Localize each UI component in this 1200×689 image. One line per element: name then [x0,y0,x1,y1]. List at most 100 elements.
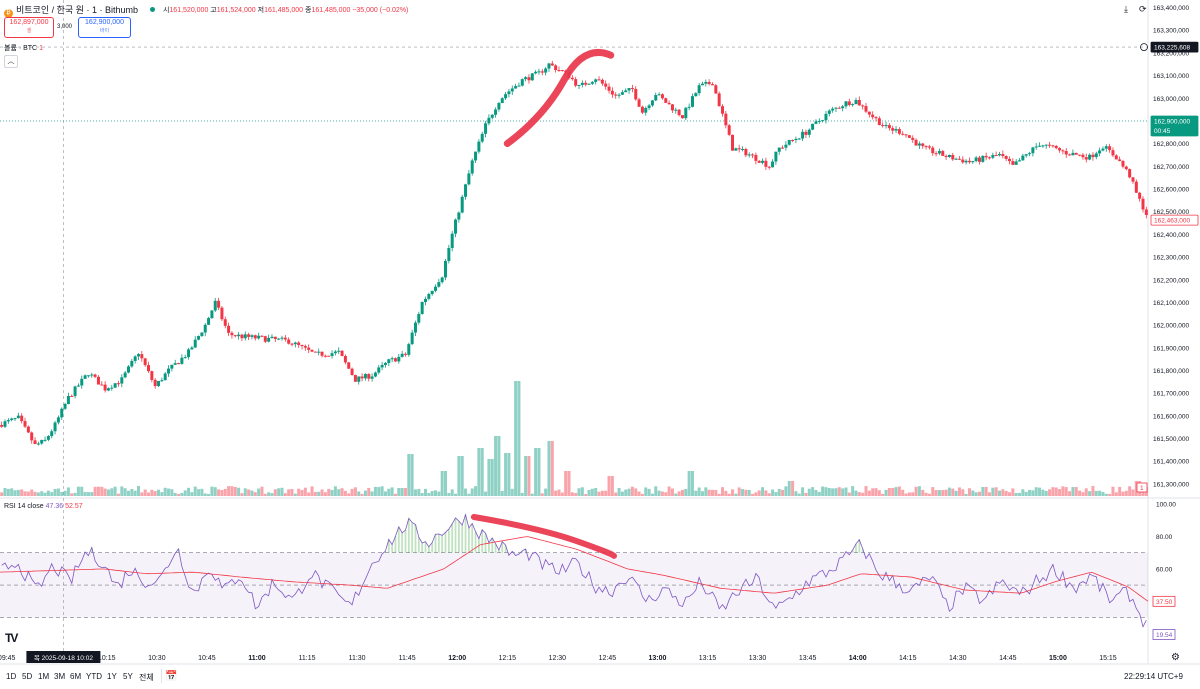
volume-bar [3,487,7,496]
volume-bar [814,489,818,496]
candle-body [293,342,297,345]
price-tick-label: 162,600,000 [1153,187,1190,194]
volume-bar [390,487,394,496]
price-tick-label: 161,500,000 [1153,436,1190,443]
volume-bar [821,486,825,496]
candle-body [16,415,20,419]
volume-bar [474,486,478,496]
volume-bar [1108,493,1112,496]
volume-bar [287,489,291,496]
candle-body [914,139,918,146]
volume-bar [804,492,808,496]
candle-body [524,77,528,80]
candle-body [330,353,334,356]
candle-body [233,335,237,337]
volume-bar [440,471,444,496]
tradingview-logo-icon[interactable]: TV [5,631,18,645]
candle-body [90,374,94,376]
calendar-icon[interactable]: 📅 [165,671,178,682]
volume-bar [554,490,558,496]
candle-body [337,350,341,352]
volume-bar [717,493,721,496]
candle-body [177,363,181,365]
candle-body [440,277,444,283]
range-button-0[interactable]: 1D [6,672,17,681]
volume-bar [30,489,34,496]
candle-body [1124,166,1128,170]
volume-bar [320,489,324,496]
volume-bar [363,490,367,496]
clock-label[interactable]: 22:29:14 UTC+9 [1124,672,1183,681]
candle-body [654,95,658,101]
range-button-6[interactable]: 1Y [107,672,117,681]
volume-bar [861,492,865,496]
volume-bar [96,486,100,496]
volume-bar [330,489,334,496]
volume-bar [73,492,77,496]
annotation-price-stroke [503,48,615,148]
candle-body [650,100,654,106]
volume-bar [1084,488,1088,496]
volume-bar [133,490,137,496]
candle-body [367,373,371,379]
volume-bar [1114,492,1118,496]
range-button-1[interactable]: 5D [22,672,33,681]
candle-body [1011,161,1015,165]
candle-body [280,337,284,339]
volume-bar [387,488,391,496]
candle-body [307,347,311,350]
collapse-legend-button[interactable]: ︿ [4,55,18,68]
ohlc-high-label: 고 [210,7,217,14]
price-tick-label: 163,000,000 [1153,96,1190,103]
sell-button[interactable]: 162,897,000 셀 [4,17,54,38]
price-badge-label: 162,900,000 [1154,118,1191,125]
chevron-up-icon: ︿ [7,58,15,65]
candle-body [143,358,147,366]
volume-bar [547,441,551,496]
candle-body [761,160,765,163]
volume-bar [674,493,678,496]
candle-body [607,86,611,91]
candle-body [1134,181,1138,193]
candle-body [150,371,154,380]
buy-button[interactable]: 162,900,000 바이 [78,17,131,38]
range-button-5[interactable]: YTD [86,672,102,681]
volume-bar [26,491,30,496]
volume-bar [807,488,811,496]
candle-body [290,343,294,345]
refresh-icon[interactable]: ⟳ [1139,4,1147,14]
range-button-4[interactable]: 6M [70,672,82,681]
candle-body [273,336,277,339]
candle-body [587,83,591,85]
volume-bar [193,486,197,496]
symbol-title[interactable]: ₿ 비트코인 / 한국 원 · 1 · Bithumb [4,3,138,18]
range-button-8[interactable]: 전체 [139,673,154,682]
volume-bar [994,487,998,496]
range-button-2[interactable]: 1M [38,672,50,681]
volume-bar [697,487,701,496]
volume-badge-label: 1 [1140,485,1144,492]
range-button-3[interactable]: 3M [54,672,66,681]
gear-icon[interactable]: ⚙ [1171,652,1180,663]
candle-body [437,282,441,287]
volume-bar [180,492,184,496]
candle-body [904,134,908,136]
candle-body [1088,154,1092,160]
range-button-7[interactable]: 5Y [123,672,133,681]
candle-body [106,388,110,391]
volume-bar [153,491,157,496]
rsi-label: RSI 14 close [4,503,44,510]
candle-body [343,356,347,363]
volume-bar [484,491,488,496]
rsi-legend[interactable]: RSI 14 close 47.36 52.57 [4,503,83,510]
time-tick-label: 11:45 [399,655,416,662]
candle-body [120,377,124,384]
volume-bar [454,493,458,496]
candle-body [594,79,598,82]
rsi-badge [1152,629,1176,640]
download-icon[interactable]: ⤓ [1124,4,1128,14]
volume-bar [383,491,387,496]
volume-legend[interactable]: 볼륨 · BTC 1 [4,43,43,53]
candle-body [173,363,177,365]
